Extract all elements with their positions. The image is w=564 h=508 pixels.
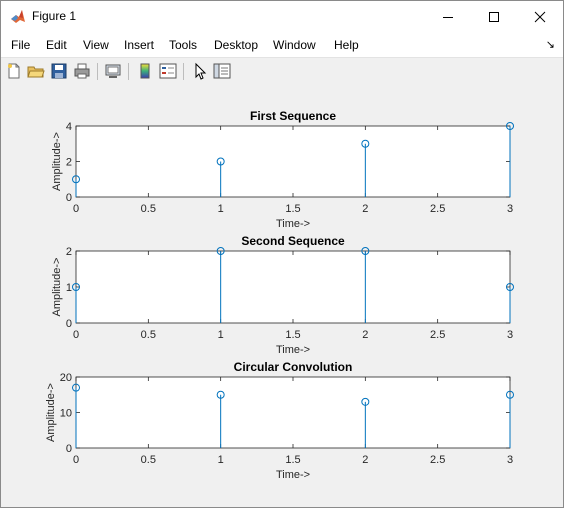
x-axis-label: Time-> — [276, 218, 310, 230]
title-bar[interactable]: Figure 1 — [1, 1, 563, 33]
x-tick-label: 3 — [507, 454, 513, 466]
y-tick-label: 10 — [60, 408, 72, 420]
stem-marker — [72, 283, 80, 291]
y-tick-label: 0 — [66, 443, 72, 455]
x-tick-label: 1 — [218, 329, 224, 341]
menu-edit[interactable]: Edit — [46, 38, 67, 52]
maximize-button[interactable] — [471, 1, 517, 33]
x-tick-label: 2.5 — [430, 454, 445, 466]
x-tick-label: 3 — [507, 329, 513, 341]
y-tick-label: 1 — [66, 282, 72, 294]
axes-box — [75, 125, 511, 198]
close-icon — [534, 11, 546, 23]
x-axis-label: Time-> — [276, 344, 310, 356]
stem-marker — [506, 390, 514, 399]
x-tick-label: 2 — [362, 454, 368, 466]
x-tick-label: 3 — [507, 203, 513, 215]
menu-insert[interactable]: Insert — [124, 38, 155, 52]
stem-marker — [216, 157, 225, 166]
menu-bar: File Edit View Insert Tools Desktop Wind… — [1, 33, 563, 57]
print-icon[interactable] — [73, 62, 91, 80]
stem-marker — [506, 283, 514, 291]
minimize-icon — [443, 17, 453, 18]
window-title: Figure 1 — [32, 9, 77, 23]
menu-window[interactable]: Window — [273, 38, 316, 52]
y-tick-label: 4 — [66, 121, 72, 133]
open-file-icon[interactable] — [27, 62, 45, 80]
menu-tools[interactable]: Tools — [169, 38, 198, 52]
stem-marker — [361, 139, 370, 148]
y-axis-label: Amplitude-> — [51, 132, 63, 191]
subplot-title: First Sequence — [250, 109, 336, 123]
y-tick-label: 2 — [66, 157, 72, 169]
stem-marker — [72, 383, 80, 392]
x-tick-label: 1.5 — [285, 454, 300, 466]
subplot-3: 0 0.5 1 1.5 2 2.5 3 0 10 20 Circular Convolution Ti… — [45, 360, 514, 481]
y-tick-label: 0 — [66, 192, 72, 204]
stem-marker — [72, 175, 80, 184]
x-tick-label: 0 — [73, 203, 79, 215]
minimize-button[interactable] — [425, 1, 471, 33]
legend-icon[interactable] — [159, 62, 177, 80]
x-tick-label: 1.5 — [285, 203, 300, 215]
x-tick-label: 2 — [362, 329, 368, 341]
x-tick-label: 1.5 — [285, 329, 300, 341]
x-tick-label: 2.5 — [430, 203, 445, 215]
menu-help[interactable]: Help — [334, 38, 359, 52]
subplot-2: 0 0.5 1 1.5 2 2.5 3 0 1 2 Second Sequence Time-> Amp… — [51, 234, 514, 356]
figure-canvas: 0 0.5 1 1.5 2 2.5 3 0 2 4 First Sequence Time-> Ampl… — [1, 85, 563, 507]
toolbar-separator — [97, 63, 98, 80]
colorbar-icon[interactable] — [136, 62, 154, 80]
x-tick-label: 1 — [218, 203, 224, 215]
stem-marker — [506, 122, 514, 130]
maximize-icon — [489, 12, 499, 22]
menu-file[interactable]: File — [11, 38, 31, 52]
subplot-title: Second Sequence — [241, 234, 345, 248]
axes-box — [75, 376, 511, 449]
y-tick-label: 2 — [66, 246, 72, 258]
x-tick-label: 0.5 — [141, 454, 156, 466]
stem-marker — [361, 397, 370, 406]
dock-arrow-icon[interactable]: ↘ — [545, 39, 555, 51]
x-axis-label: Time-> — [276, 469, 310, 481]
y-axis-label: Amplitude-> — [51, 257, 63, 316]
edit-plot-icon[interactable] — [191, 62, 209, 80]
matlab-logo-icon — [11, 10, 25, 23]
x-tick-label: 2.5 — [430, 329, 445, 341]
x-tick-label: 0 — [73, 329, 79, 341]
y-axis-label: Amplitude-> — [45, 383, 57, 442]
x-tick-label: 0.5 — [141, 203, 156, 215]
link-plot-icon[interactable] — [104, 62, 122, 80]
axes-box — [75, 250, 511, 324]
menu-desktop[interactable]: Desktop — [214, 38, 259, 52]
subplot-title: Circular Convolution — [234, 360, 353, 374]
x-tick-label: 0 — [73, 454, 79, 466]
x-tick-label: 2 — [362, 203, 368, 215]
y-tick-label: 20 — [60, 372, 72, 384]
x-tick-label: 1 — [218, 454, 224, 466]
new-figure-icon[interactable] — [5, 62, 23, 80]
stem-marker — [361, 247, 370, 255]
property-inspector-icon[interactable] — [213, 62, 231, 80]
toolbar-separator — [128, 63, 129, 80]
stem-marker — [216, 247, 225, 255]
close-button[interactable] — [517, 1, 563, 33]
plot-area: 0 0.5 1 1.5 2 2.5 3 0 2 4 First Sequence Time-> Ampl… — [45, 109, 514, 481]
x-tick-label: 0.5 — [141, 329, 156, 341]
figure-toolbar — [1, 57, 563, 86]
y-tick-label: 0 — [66, 318, 72, 330]
menu-view[interactable]: View — [83, 38, 109, 52]
save-icon[interactable] — [50, 62, 68, 80]
stem-marker — [216, 390, 225, 399]
subplot-1: 0 0.5 1 1.5 2 2.5 3 0 2 4 First Sequence Time-> Ampl… — [51, 109, 514, 230]
toolbar-separator — [183, 63, 184, 80]
